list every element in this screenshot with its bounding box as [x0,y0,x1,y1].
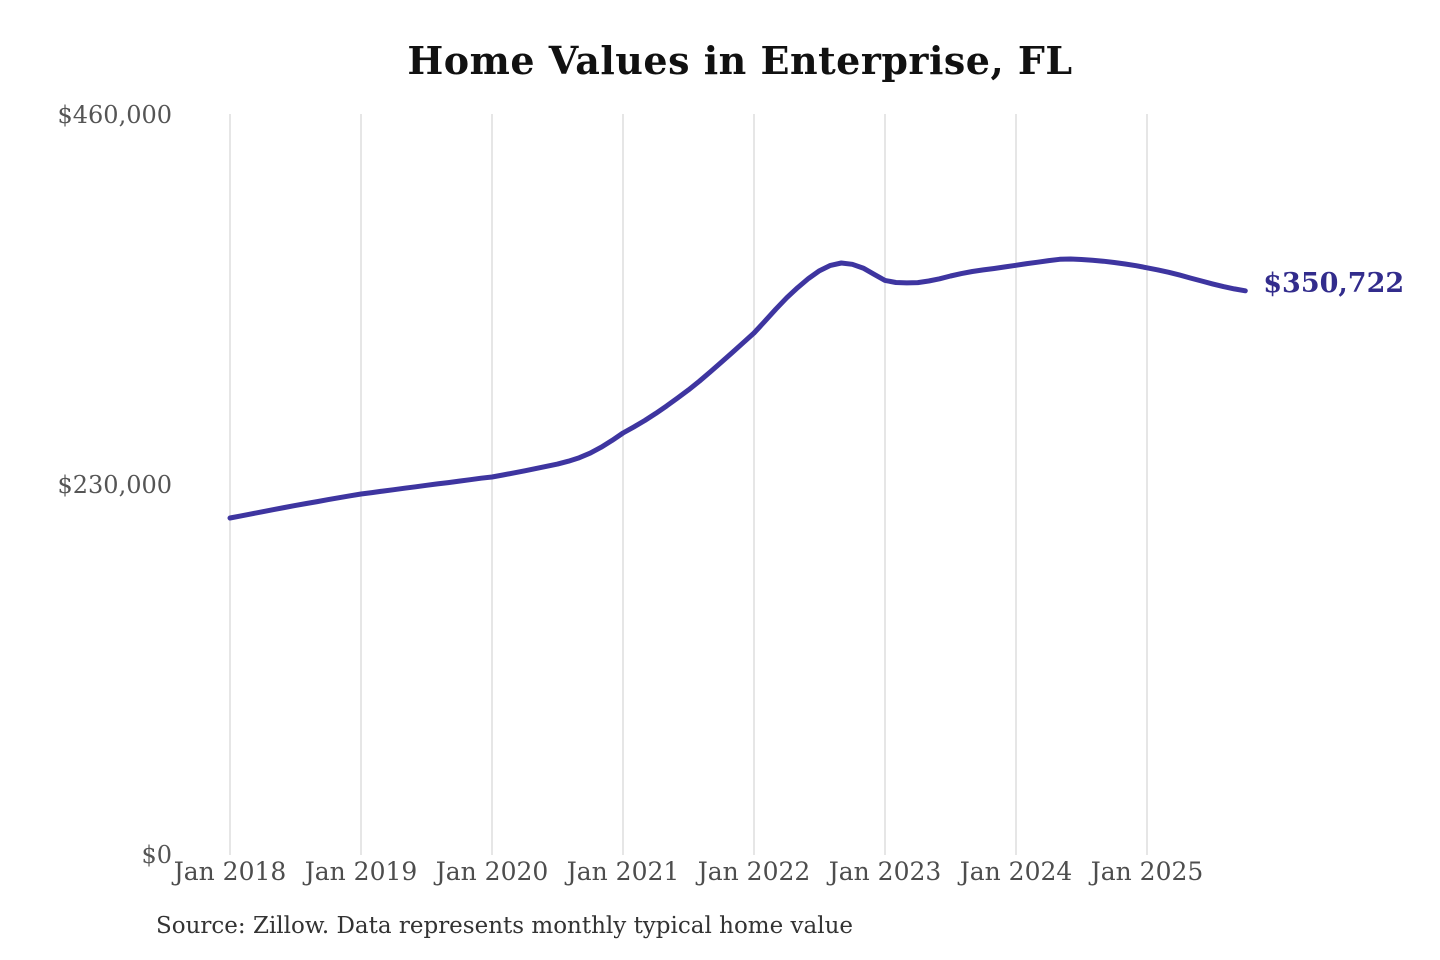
chart-title: Home Values in Enterprise, FL [407,38,1073,83]
y-tick-label: $230,000 [57,471,172,499]
x-tick-label: Jan 2020 [435,857,549,886]
y-tick-label: $460,000 [57,101,172,129]
x-tick-label: Jan 2023 [828,857,942,886]
x-tick-label: Jan 2021 [566,857,680,886]
x-tick-label: Jan 2019 [304,857,418,886]
latest-value-label: $350,722 [1263,267,1405,299]
x-tick-label: Jan 2024 [959,857,1073,886]
x-tick-label: Jan 2018 [173,857,287,886]
home-value-line [227,256,1248,521]
source-note: Source: Zillow. Data represents monthly … [156,913,854,939]
gridlines-group [229,114,1148,855]
y-tick-label: $0 [141,841,172,869]
x-tick-label: Jan 2025 [1090,857,1204,886]
x-tick-label: Jan 2022 [697,857,811,886]
